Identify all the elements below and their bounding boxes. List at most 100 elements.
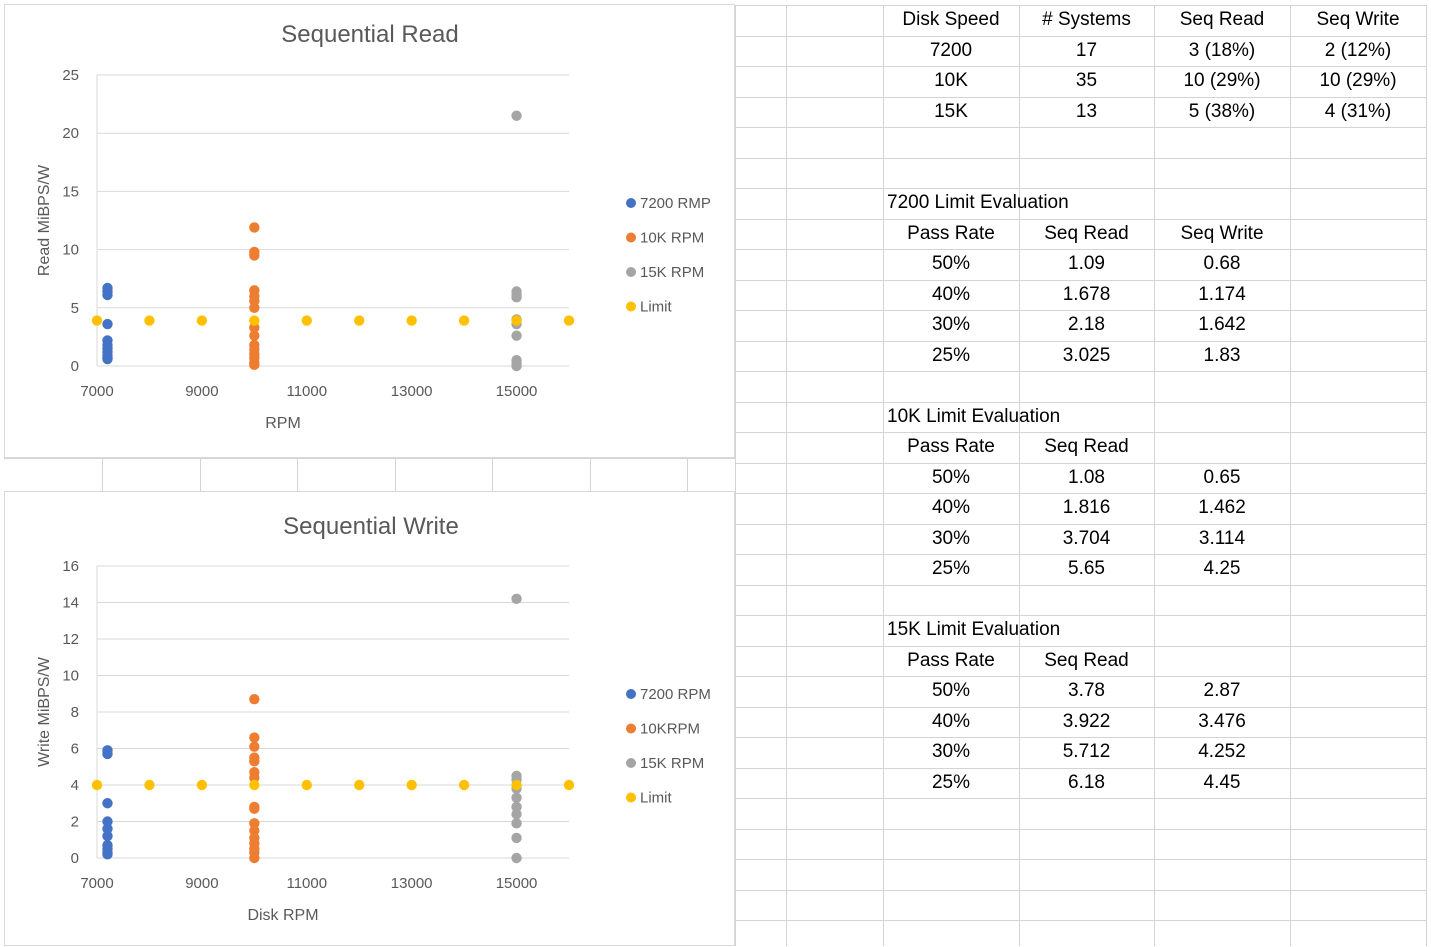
- x-tick-label: 15000: [496, 875, 538, 892]
- y-axis-title: Write MiBPS/W: [36, 656, 53, 767]
- y-tick-label: 14: [62, 595, 79, 612]
- data-point: [354, 779, 365, 791]
- limit-cell[interactable]: 4.25: [1203, 558, 1241, 579]
- sequential-write-chart[interactable]: 0 2 4 6 8 10 12 14 16 7000 9000 11000 13000 15000 Sequ…: [4, 491, 735, 946]
- limit-cell[interactable]: 3.114: [1198, 528, 1246, 549]
- legend-marker: [626, 232, 636, 243]
- limit-cell[interactable]: 1.642: [1198, 314, 1246, 335]
- legend-marker: [626, 689, 636, 699]
- limit-cell[interactable]: 3.704: [1062, 528, 1111, 549]
- x-tick-label: 7000: [80, 383, 113, 400]
- limit-header-cell[interactable]: Seq Write: [1180, 223, 1264, 244]
- limit-cell[interactable]: 25%: [931, 772, 971, 793]
- y-tick-label: 6: [71, 741, 79, 758]
- limit-header-cell[interactable]: Pass Rate: [907, 223, 995, 244]
- limit-cell[interactable]: 1.83: [1203, 345, 1241, 366]
- chart-title: Sequential Write: [283, 513, 459, 540]
- limit-cell[interactable]: 40%: [931, 711, 971, 732]
- limit-cell[interactable]: 1.678: [1062, 284, 1111, 305]
- summary-cell[interactable]: 4 (31%): [1324, 101, 1392, 122]
- data-point: [511, 292, 522, 303]
- limit-cell[interactable]: 3.025: [1062, 345, 1111, 366]
- limit-cell[interactable]: 40%: [931, 284, 971, 305]
- limit-cell[interactable]: 40%: [931, 497, 971, 518]
- summary-cell[interactable]: 17: [1075, 40, 1098, 61]
- sequential-read-chart[interactable]: 0 5 10 15 20 25 7000 9000 11000 13000 15000 Sequent…: [4, 4, 735, 458]
- limit-cell[interactable]: 1.174: [1198, 284, 1246, 305]
- data-point: [249, 330, 260, 341]
- summary-cell[interactable]: 15K: [934, 101, 968, 122]
- limit-cell[interactable]: 50%: [931, 680, 971, 701]
- y-tick-label: 25: [62, 67, 79, 84]
- summary-cell[interactable]: 10K: [934, 70, 968, 91]
- limit-cell[interactable]: 2.87: [1203, 680, 1241, 701]
- summary-cell[interactable]: 3 (18%): [1188, 40, 1256, 61]
- limit-cell[interactable]: 30%: [931, 741, 971, 762]
- summary-header-cell[interactable]: Seq Read: [1179, 9, 1265, 30]
- data-point: [511, 818, 522, 829]
- summary-cell[interactable]: 5 (38%): [1188, 101, 1256, 122]
- summary-header-cell[interactable]: # Systems: [1042, 9, 1131, 30]
- limit-cell[interactable]: 25%: [931, 345, 971, 366]
- data-point: [511, 330, 522, 341]
- data-point: [249, 825, 260, 836]
- summary-cell[interactable]: 2 (12%): [1324, 40, 1392, 61]
- limit-cell[interactable]: 1.816: [1062, 497, 1111, 518]
- limit-cell[interactable]: 0.68: [1203, 253, 1241, 274]
- summary-cell[interactable]: 7200: [929, 40, 973, 61]
- summary-cell[interactable]: 10 (29%): [1319, 70, 1397, 91]
- x-tick-label: 13000: [391, 875, 433, 892]
- data-point: [511, 315, 522, 326]
- summary-header-cell[interactable]: Disk Speed: [902, 9, 1000, 30]
- limit-cell[interactable]: 5.712: [1062, 741, 1111, 762]
- x-tick-label: 11000: [286, 875, 327, 892]
- y-tick-label: 10: [62, 242, 79, 259]
- summary-header-cell[interactable]: Seq Write: [1316, 9, 1400, 30]
- legend-marker: [626, 267, 636, 277]
- limit-cell[interactable]: 25%: [931, 558, 971, 579]
- data-point: [102, 748, 113, 760]
- limit-cell[interactable]: 6.18: [1068, 772, 1105, 793]
- limit-header-cell[interactable]: Seq Read: [1044, 650, 1129, 671]
- limit-header-cell[interactable]: [1154, 646, 1290, 676]
- limit-cell[interactable]: 1.08: [1068, 467, 1105, 488]
- summary-cell[interactable]: 10 (29%): [1183, 70, 1261, 91]
- limit-table-title[interactable]: 10K Limit Evaluation: [887, 406, 1061, 427]
- data-point: [249, 779, 260, 791]
- limit-cell[interactable]: 2.18: [1068, 314, 1105, 335]
- summary-cell[interactable]: 13: [1075, 101, 1098, 122]
- data-point: [249, 359, 260, 371]
- limit-cell[interactable]: 1.462: [1198, 497, 1246, 518]
- limit-cell[interactable]: 3.922: [1062, 711, 1111, 732]
- y-tick-label: 2: [71, 814, 79, 831]
- limit-cell[interactable]: 50%: [931, 253, 971, 274]
- limit-cell[interactable]: 5.65: [1068, 558, 1105, 579]
- limit-cell[interactable]: 3.78: [1068, 680, 1105, 701]
- limit-cell[interactable]: 4.252: [1198, 741, 1246, 762]
- data-point: [511, 801, 522, 813]
- x-tick-label: 9000: [185, 875, 218, 892]
- data-point: [144, 779, 155, 791]
- data-point: [511, 779, 522, 791]
- limit-table-title[interactable]: 7200 Limit Evaluation: [887, 192, 1069, 213]
- limit-header-cell[interactable]: Pass Rate: [907, 436, 995, 457]
- legend-marker: [626, 301, 636, 312]
- limit-header-cell[interactable]: Seq Read: [1044, 436, 1129, 457]
- limit-table-title[interactable]: 15K Limit Evaluation: [887, 619, 1061, 640]
- limit-cell[interactable]: 4.45: [1203, 772, 1241, 793]
- legend-label: Limit: [640, 299, 673, 316]
- limit-cell[interactable]: 3.476: [1198, 711, 1246, 732]
- limit-header-cell[interactable]: Seq Read: [1044, 223, 1129, 244]
- data-point: [196, 779, 208, 791]
- data-point: [102, 823, 113, 834]
- limit-cell[interactable]: 50%: [931, 467, 971, 488]
- limit-cell[interactable]: 1.09: [1068, 253, 1105, 274]
- limit-cell[interactable]: 0.65: [1203, 467, 1241, 488]
- data-point: [102, 816, 113, 827]
- limit-cell[interactable]: 30%: [931, 314, 971, 335]
- limit-cell[interactable]: 30%: [931, 528, 971, 549]
- limit-header-cell[interactable]: Pass Rate: [907, 650, 995, 671]
- summary-cell[interactable]: 35: [1075, 70, 1098, 91]
- limit-header-cell[interactable]: [1154, 432, 1290, 462]
